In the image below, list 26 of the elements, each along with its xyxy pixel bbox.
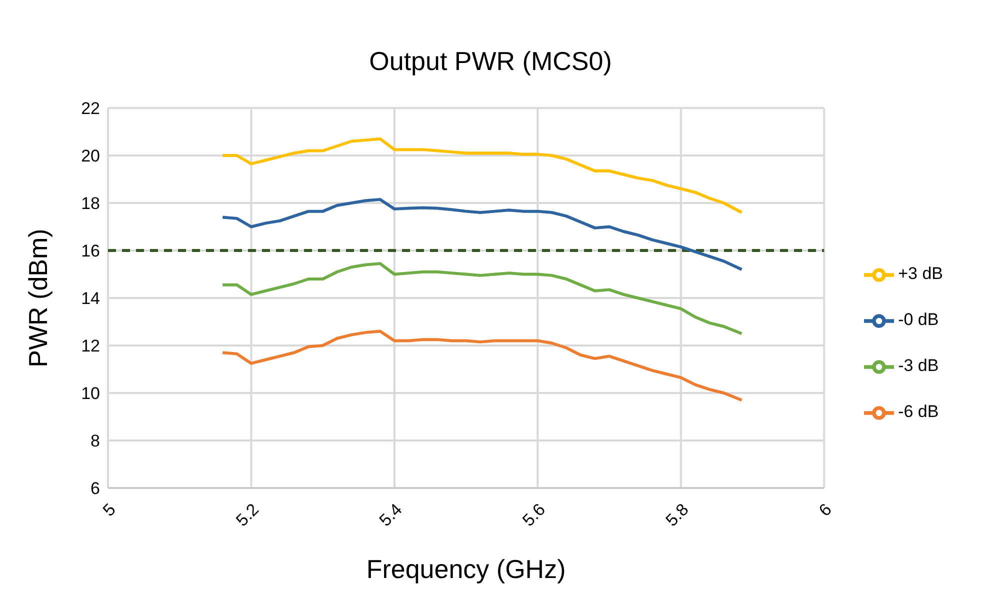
y-tick-label: 14 (81, 289, 100, 308)
line-series (221, 137, 744, 214)
legend-label: -0 dB (898, 310, 939, 329)
y-tick-label: 20 (81, 146, 100, 166)
x-tick-label: 5.8 (662, 500, 692, 530)
legend-label: -6 dB (898, 402, 939, 421)
y-tick-label: 10 (81, 384, 100, 404)
chart-title: Output PWR (MCS0) (368, 45, 613, 78)
y-tick-label: 12 (81, 336, 100, 356)
y-tick-label: 8 (90, 432, 100, 451)
y-tick-label: 18 (81, 194, 100, 214)
line-series (221, 198, 744, 271)
line-series (221, 330, 744, 402)
x-tick-label: 5.6 (518, 500, 550, 530)
x-tick-label: 5 (99, 500, 120, 520)
line-series (221, 262, 744, 336)
y-axis-title: PWR (dBm) (23, 228, 54, 368)
y-tick-label: 16 (81, 242, 100, 261)
y-tick-label: 22 (81, 99, 100, 118)
y-tick-label: 6 (90, 479, 100, 498)
x-tick-label: 5.2 (232, 500, 263, 530)
x-tick-label: 5.4 (376, 500, 406, 530)
x-axis-title: Frequency (GHz) (366, 554, 566, 584)
legend-label: -3 dB (898, 356, 939, 375)
x-tick-label: 6 (815, 500, 836, 520)
legend-label: +3 dB (898, 264, 943, 283)
